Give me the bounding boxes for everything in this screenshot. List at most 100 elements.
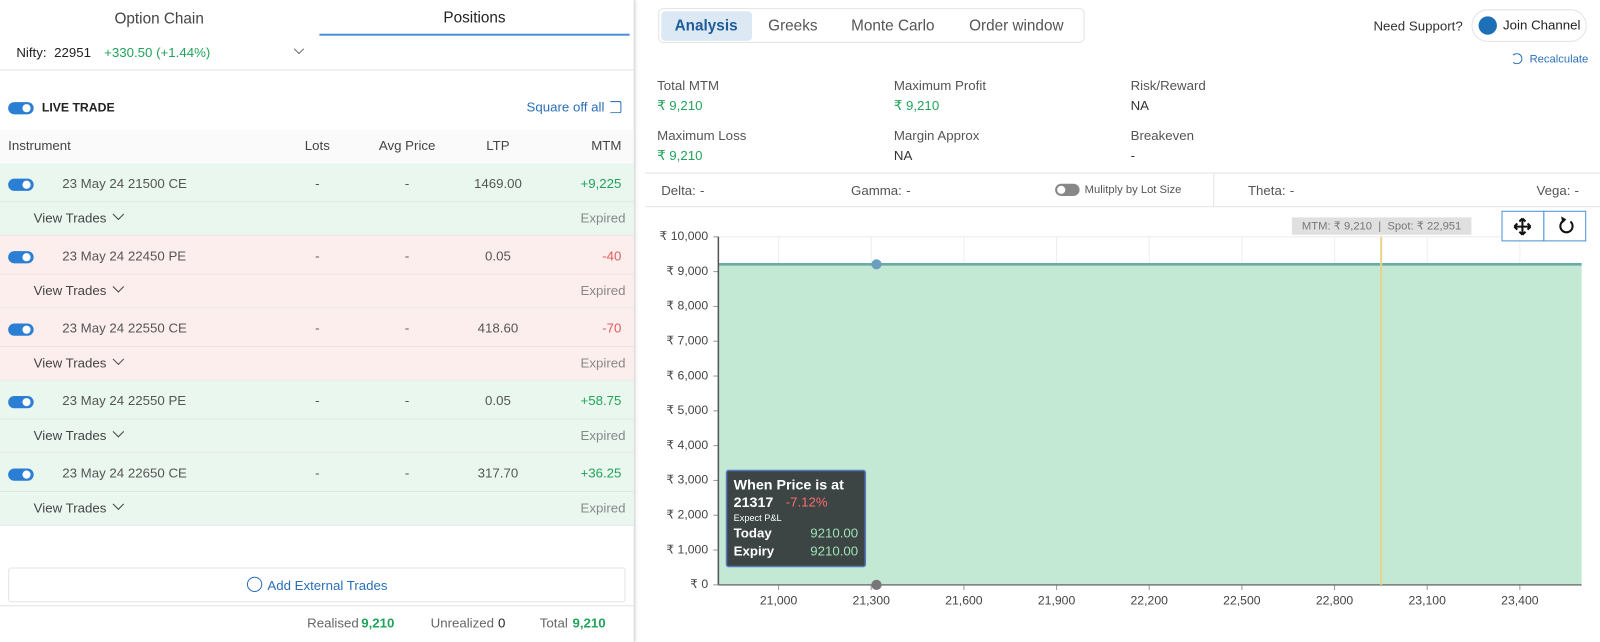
- row-toggle-knob: [22, 325, 31, 334]
- position-row: [0, 308, 634, 381]
- telegram-icon: [1478, 16, 1497, 35]
- avg-price: -: [404, 248, 410, 264]
- y-tick-label: ₹ 10,000: [660, 229, 709, 243]
- instrument: 23 May 24 22450 PE: [62, 248, 187, 264]
- x-tick-label: 22,200: [1131, 593, 1169, 607]
- support: Need Support?: [1373, 18, 1463, 34]
- stat-label: Total MTM: [657, 77, 720, 93]
- status: Expired: [580, 500, 626, 516]
- view-trades[interactable]: View Trades: [33, 282, 107, 299]
- avg-price: -: [404, 175, 410, 191]
- tooltip-label: Today: [734, 525, 773, 540]
- tab[interactable]: Order window: [969, 17, 1064, 35]
- y-tick-label: ₹ 7,000: [666, 333, 708, 347]
- x-tick-label: 22,500: [1223, 593, 1261, 607]
- tooltip-change: -7.12%: [786, 495, 828, 510]
- live-toggle-knob: [22, 104, 31, 113]
- stat-value: ₹ 9,210: [657, 97, 703, 114]
- tab[interactable]: Monte Carlo: [851, 17, 935, 35]
- ltp: 0.05: [485, 248, 511, 264]
- status: Expired: [580, 282, 626, 299]
- view-trades[interactable]: View Trades: [33, 500, 107, 516]
- tab[interactable]: Option Chain: [114, 10, 204, 28]
- position-row: [0, 380, 634, 454]
- footer-label: Realised: [307, 615, 359, 631]
- table-header: LTP: [486, 137, 510, 154]
- row-divider: [0, 490, 634, 492]
- ltp: 317.70: [477, 465, 519, 481]
- status: Expired: [580, 427, 626, 443]
- status: Expired: [580, 355, 626, 371]
- table-header: MTM: [591, 137, 622, 154]
- multiply: Mulitply by Lot Size: [1084, 183, 1182, 196]
- tab[interactable]: Analysis: [674, 17, 738, 35]
- lots: -: [315, 465, 320, 481]
- area: [718, 264, 1582, 585]
- avg-price: -: [404, 465, 410, 481]
- row-toggle-knob: [22, 470, 31, 479]
- footer-value: 9,210: [572, 615, 606, 631]
- tooltip-title: When Price is at: [734, 478, 844, 494]
- join[interactable]: Join Channel: [1503, 17, 1581, 33]
- view-trades[interactable]: View Trades: [33, 427, 107, 443]
- tooltip-value: 9210.00: [810, 544, 858, 559]
- stat-value: -: [1130, 148, 1136, 164]
- position-row: [0, 235, 634, 309]
- nifty-label: Nifty:: [16, 44, 47, 61]
- ltp: 0.05: [485, 392, 511, 409]
- footer-value: 9,210: [361, 615, 395, 631]
- add-icon: [246, 576, 263, 593]
- chart-button[interactable]: [1543, 210, 1587, 242]
- tab[interactable]: Positions: [443, 9, 506, 27]
- add-external-button[interactable]: [8, 567, 626, 603]
- lot-toggle-knob: [1057, 185, 1066, 194]
- y-tick-label: ₹ 8,000: [666, 299, 708, 313]
- stat-label: Risk/Reward: [1130, 77, 1206, 93]
- instrument: 23 May 24 22550 PE: [62, 392, 187, 409]
- y-tick-label: ₹ 4,000: [666, 438, 708, 452]
- row-toggle-knob: [22, 398, 31, 407]
- join-button[interactable]: [1471, 9, 1587, 42]
- lots: -: [315, 320, 320, 336]
- recalculate[interactable]: Recalculate: [1529, 53, 1589, 66]
- mtm: +9,225: [580, 175, 622, 191]
- ltp: 1469.00: [473, 175, 522, 191]
- y-tick-label: ₹ 2,000: [666, 507, 708, 521]
- nifty-row-border: [0, 69, 634, 71]
- annotation-bg: [1291, 217, 1472, 235]
- mtm: -40: [602, 248, 622, 264]
- instrument: 23 May 24 22650 CE: [62, 465, 187, 481]
- tooltip-bg: [725, 469, 867, 568]
- y-tick-label: ₹ 6,000: [666, 368, 708, 382]
- tooltip-subtitle: Expect P&L: [734, 513, 782, 523]
- add-external[interactable]: Add External Trades: [267, 577, 388, 594]
- square-off[interactable]: Square off all: [526, 99, 605, 115]
- view-trades[interactable]: View Trades: [33, 355, 107, 371]
- tab[interactable]: Greeks: [768, 17, 818, 35]
- tooltip-label: Expiry: [734, 544, 775, 559]
- greek-label: Vega:: [1536, 182, 1571, 199]
- marker-foot: [871, 579, 882, 590]
- lots: -: [315, 248, 320, 264]
- left-panel: [0, 0, 635, 642]
- row-divider: [0, 273, 634, 275]
- x-tick-label: 23,100: [1408, 593, 1446, 607]
- stat-label: Breakeven: [1130, 127, 1195, 143]
- instrument: 23 May 24 22550 CE: [62, 320, 187, 336]
- stat-label: Maximum Profit: [893, 77, 987, 93]
- table-header-bg: [0, 129, 634, 163]
- avg-price: -: [404, 392, 410, 409]
- stat-label: Margin Approx: [893, 127, 980, 143]
- row-toggle-knob: [22, 253, 31, 262]
- row-divider: [0, 201, 634, 203]
- position-row: [0, 163, 634, 236]
- marker: [871, 259, 882, 270]
- footer-value: 0: [497, 615, 506, 631]
- annotation: MTM: ₹ 9,210 | Spot: ₹ 22,951: [1302, 221, 1461, 233]
- reset-icon: [1559, 219, 1574, 234]
- position-row: [0, 453, 634, 526]
- reset-arrow: [1561, 216, 1567, 224]
- view-trades[interactable]: View Trades: [33, 210, 107, 226]
- greek-value: -: [1289, 182, 1295, 199]
